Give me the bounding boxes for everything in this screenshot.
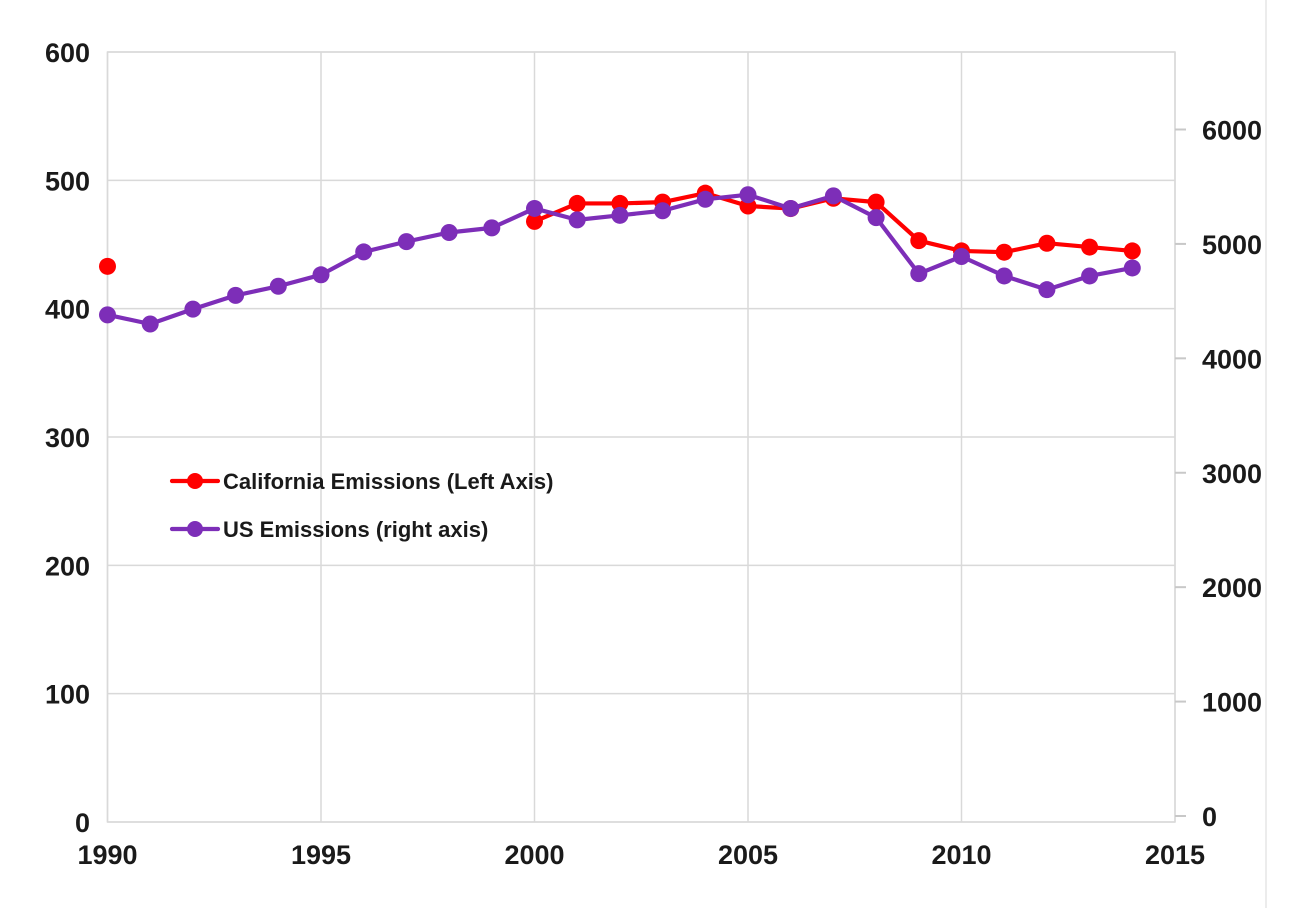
x-axis-tick-label: 2010 [931,840,991,870]
legend: California Emissions (Left Axis) US Emis… [169,469,553,542]
series-california-marker [1081,238,1099,256]
series-us-marker [227,286,245,304]
plot-border [106,51,1176,823]
series-us-marker [483,219,501,237]
left-axis-tick-label: 200 [45,551,90,581]
left-axis-tick-label: 500 [45,166,90,196]
grid-layer [106,51,1176,823]
series-us-marker [910,265,928,283]
x-axis-tick-label: 2015 [1145,840,1205,870]
right-axis-tick-label: 6000 [1202,116,1262,146]
series-california-marker [526,212,543,230]
legend-marker-us [187,521,203,537]
series-layer [99,184,1141,333]
right-axis-tick-label: 0 [1202,802,1217,832]
series-us-marker [184,300,202,318]
series-us-marker [611,206,629,224]
series-california-marker [910,232,928,250]
series-us-marker [568,211,586,229]
series-us-marker [739,186,757,204]
series-us-marker [141,315,159,333]
series-california-marker [99,257,116,275]
series-us-marker [1123,259,1141,277]
series-us-marker [440,223,458,241]
left-axis-tick-label: 600 [45,38,90,68]
left-axis-tick-label: 400 [45,295,90,325]
legend-label-california: California Emissions (Left Axis) [223,469,553,494]
legend-marker-california [187,473,203,489]
left-axis-tick-label: 300 [45,423,90,453]
series-us-marker [355,243,373,261]
series-us-marker [953,248,970,266]
x-axis-tick-label: 1995 [291,840,351,870]
legend-label-us: US Emissions (right axis) [223,517,488,542]
series-california-marker [995,243,1013,261]
series-us-marker [696,190,714,208]
series-california-marker [1123,242,1141,260]
right-axis-tick-label: 2000 [1202,573,1262,603]
series-us-marker [397,233,415,251]
series-us-marker [312,266,330,284]
series-california-marker [867,193,885,211]
series-us-marker [867,209,885,227]
right-axis-tick-label: 4000 [1202,344,1262,374]
series-us-marker [654,202,672,220]
legend-item-us: US Emissions (right axis) [169,517,488,542]
axis-layer: 0100200300400500600010002000300040005000… [45,38,1262,870]
series-us-marker [824,187,842,205]
series-us-marker [1081,267,1099,285]
series-us-marker [1038,281,1056,299]
left-axis-tick-label: 100 [45,680,90,710]
legend-item-california: California Emissions (Left Axis) [169,469,553,494]
right-axis-tick-label: 3000 [1202,459,1262,489]
x-axis-tick-label: 1990 [77,840,137,870]
series-us-marker [995,267,1013,285]
series-us-marker [269,277,287,295]
series-california-marker [611,194,629,212]
right-axis-tick-label: 5000 [1202,230,1262,260]
x-axis-tick-label: 2005 [718,840,778,870]
left-axis-tick-label: 0 [75,808,90,838]
series-us-marker [99,306,116,324]
series-california-marker [1038,234,1056,252]
x-axis-tick-label: 2000 [504,840,564,870]
series-us-marker [782,199,800,217]
series-us-marker [526,199,543,217]
right-axis-tick-label: 1000 [1202,688,1262,718]
series-california-marker [568,194,586,212]
